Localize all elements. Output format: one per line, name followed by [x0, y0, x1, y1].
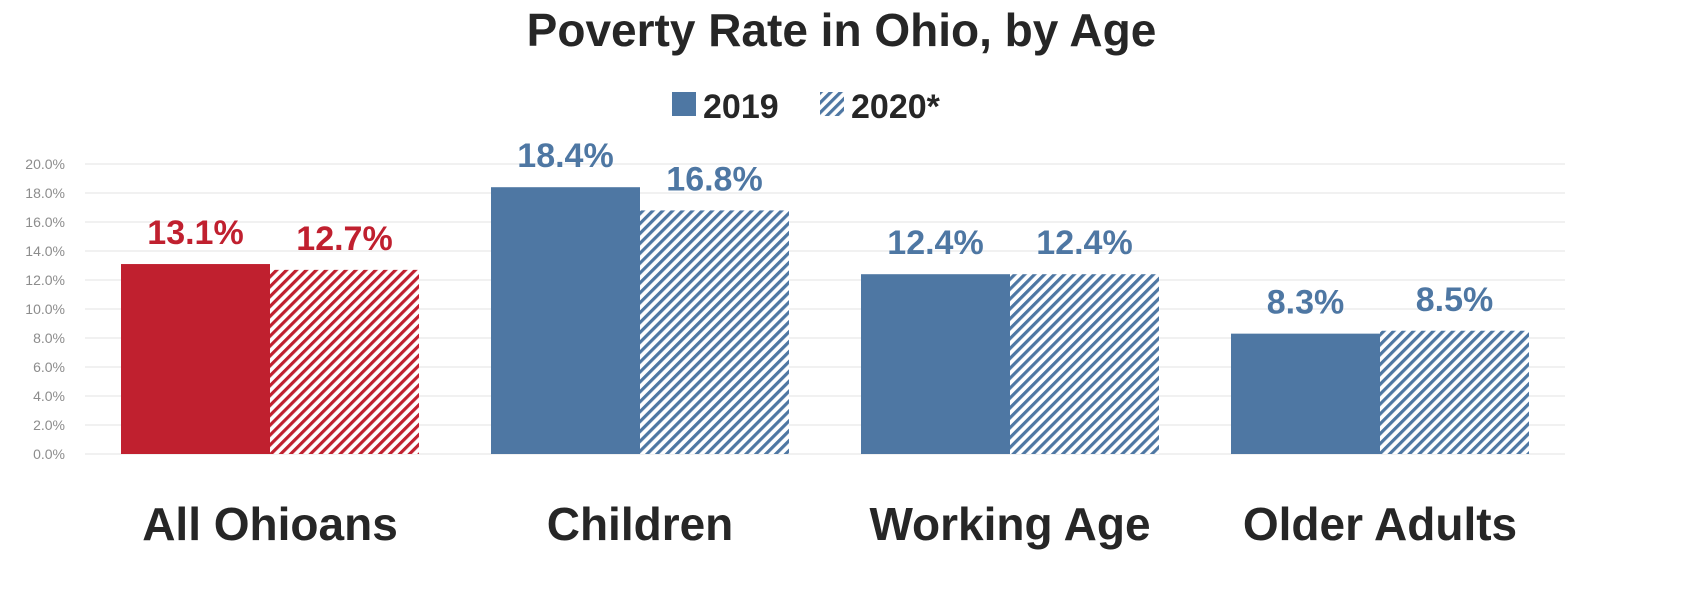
y-tick-label: 18.0% [25, 185, 65, 201]
category-label: Working Age [869, 498, 1150, 550]
bar-older-adults-2019 [1231, 333, 1380, 454]
category-labels: All Ohioans Children Working Age Older Adul… [142, 498, 1517, 550]
y-tick-label: 0.0% [33, 446, 65, 462]
data-label: 18.4% [517, 137, 613, 175]
legend-swatch-solid [672, 92, 696, 116]
bar-all-ohioans-2019 [121, 264, 270, 454]
y-tick-label: 10.0% [25, 301, 65, 317]
data-label: 12.7% [296, 220, 392, 258]
data-label: 13.1% [147, 214, 243, 252]
data-label: 12.4% [1036, 224, 1132, 262]
bar-working-age-2019 [861, 274, 1010, 454]
data-labels: 13.1% 12.7% 18.4% 16.8% 12.4% 12.4% 8.3% 8.5% [147, 137, 1493, 321]
y-tick-label: 16.0% [25, 214, 65, 230]
bars [121, 187, 1529, 454]
category-label: All Ohioans [142, 498, 398, 550]
legend-label: 2019 [703, 88, 779, 126]
bar-older-adults-2020 [1380, 330, 1529, 454]
category-label: Older Adults [1243, 498, 1517, 550]
y-tick-label: 12.0% [25, 272, 65, 288]
data-label: 8.5% [1416, 281, 1494, 319]
y-tick-label: 20.0% [25, 156, 65, 172]
y-tick-label: 8.0% [33, 330, 65, 346]
data-label: 8.3% [1267, 284, 1345, 322]
bar-children-2019 [491, 187, 640, 454]
legend-label: 2020* [851, 88, 941, 126]
bar-working-age-2020 [1010, 274, 1159, 454]
data-label: 16.8% [666, 160, 762, 198]
y-tick-label: 2.0% [33, 417, 65, 433]
bar-all-ohioans-2020 [270, 269, 419, 454]
category-label: Children [547, 498, 734, 550]
y-tick-label: 4.0% [33, 388, 65, 404]
chart-title: Poverty Rate in Ohio, by Age [526, 4, 1157, 56]
bar-children-2020 [640, 210, 789, 454]
y-tick-label: 14.0% [25, 243, 65, 259]
data-label: 12.4% [887, 224, 983, 262]
y-axis-ticks: 0.0% 2.0% 4.0% 6.0% 8.0% 10.0% 12.0% 14.0% 16.0%… [25, 156, 65, 462]
legend: 2019 2020* [672, 88, 941, 126]
legend-swatch-hatched [820, 92, 844, 116]
y-tick-label: 6.0% [33, 359, 65, 375]
